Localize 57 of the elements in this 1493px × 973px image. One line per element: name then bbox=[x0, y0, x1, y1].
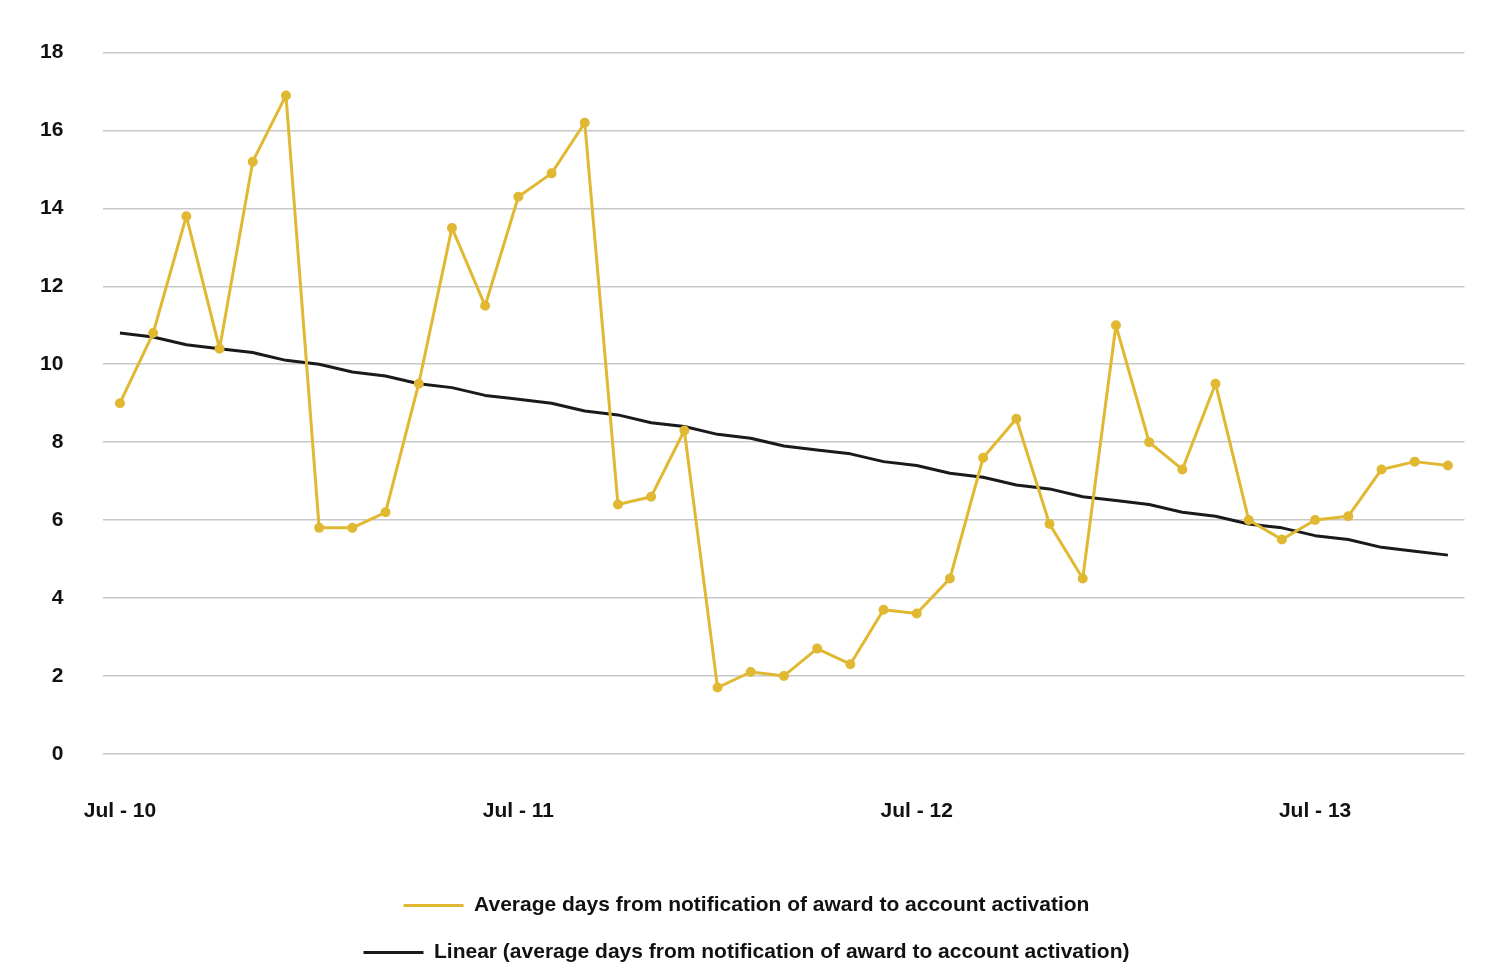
y-tick-label: 10 bbox=[40, 351, 64, 375]
y-tick-label: 8 bbox=[51, 428, 64, 452]
y-tick-label: 14 bbox=[40, 195, 64, 219]
point bbox=[978, 452, 989, 463]
point bbox=[612, 499, 623, 510]
y-tick-label: 12 bbox=[40, 273, 64, 297]
point bbox=[911, 608, 922, 619]
point bbox=[1343, 511, 1354, 522]
point bbox=[1044, 518, 1055, 529]
point bbox=[1376, 464, 1387, 475]
point bbox=[148, 328, 159, 339]
point bbox=[181, 211, 192, 222]
point bbox=[413, 378, 424, 389]
point bbox=[1011, 413, 1022, 424]
point bbox=[944, 573, 955, 584]
y-tick-label: 6 bbox=[51, 506, 64, 530]
y-tick-label: 0 bbox=[51, 740, 64, 764]
point bbox=[646, 491, 657, 502]
point bbox=[1442, 460, 1453, 471]
point bbox=[1210, 378, 1221, 389]
legend-label: Average days from notification of award to account activation bbox=[474, 892, 1090, 916]
point bbox=[480, 300, 491, 311]
point bbox=[712, 682, 723, 693]
point bbox=[1177, 464, 1188, 475]
point bbox=[114, 398, 125, 409]
x-tick-label: Jul - 11 bbox=[482, 798, 555, 822]
point bbox=[878, 604, 889, 615]
point bbox=[347, 522, 358, 533]
point bbox=[1310, 515, 1321, 526]
point bbox=[380, 507, 391, 518]
legend-label: Linear (average days from notification of award to account activation) bbox=[434, 939, 1130, 963]
point bbox=[314, 522, 325, 533]
x-tick-label: Jul - 13 bbox=[1278, 798, 1352, 822]
point bbox=[1077, 573, 1088, 584]
x-tick-label: Jul - 12 bbox=[880, 798, 953, 822]
point bbox=[579, 117, 590, 128]
point bbox=[1144, 437, 1155, 448]
point bbox=[745, 666, 756, 677]
point bbox=[280, 90, 291, 101]
point bbox=[513, 191, 524, 202]
point bbox=[812, 643, 823, 654]
point bbox=[1243, 515, 1254, 526]
point bbox=[546, 168, 557, 179]
point bbox=[214, 343, 225, 354]
x-tick-label: Jul - 10 bbox=[83, 798, 157, 822]
y-tick-label: 16 bbox=[40, 117, 64, 141]
point bbox=[1409, 456, 1420, 467]
point bbox=[845, 659, 856, 670]
point bbox=[778, 670, 789, 681]
y-tick-label: 2 bbox=[51, 662, 64, 686]
point bbox=[1110, 320, 1121, 331]
y-tick-label: 4 bbox=[51, 584, 64, 608]
point bbox=[247, 156, 258, 167]
y-tick-label: 18 bbox=[40, 39, 64, 63]
point bbox=[446, 222, 457, 233]
point bbox=[1276, 534, 1287, 545]
point bbox=[679, 425, 690, 436]
